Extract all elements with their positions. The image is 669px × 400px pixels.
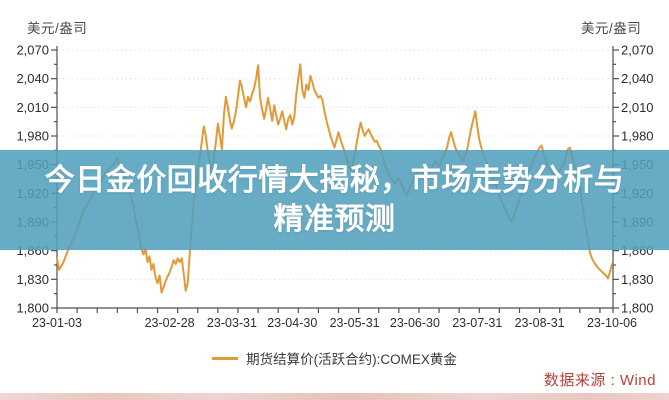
svg-text:2,070: 2,070 [621,43,654,58]
svg-text:23-05-31: 23-05-31 [330,316,380,330]
headline-line-2: 精准预测 [273,203,396,236]
svg-text:1,800: 1,800 [621,301,654,316]
svg-text:1,830: 1,830 [16,272,49,287]
svg-text:2,010: 2,010 [16,100,49,115]
svg-text:23-01-03: 23-01-03 [32,316,82,330]
svg-text:2,040: 2,040 [621,71,654,86]
svg-text:1,800: 1,800 [16,301,49,316]
headline-banner: 今日金价回收行情大揭秘，市场走势分析与 精准预测 [0,150,669,250]
svg-text:23-04-30: 23-04-30 [267,316,317,330]
y-axis-unit-right: 美元/盎司 [581,21,642,36]
svg-text:23-07-31: 23-07-31 [452,316,502,330]
svg-text:1,980: 1,980 [16,129,49,144]
chart-legend: 期货结算价(活跃合约):COMEX黄金 [0,348,669,368]
svg-text:23-10-06: 23-10-06 [587,316,637,330]
headline-line-1: 今日金价回收行情大揭秘，市场走势分析与 [44,164,625,197]
svg-text:1,830: 1,830 [621,272,654,287]
svg-text:23-06-30: 23-06-30 [390,316,440,330]
y-axis-unit-left: 美元/盎司 [27,21,88,36]
data-source-credit: 数据来源 : Wind [543,372,656,389]
x-axis-ticks: 23-01-03 23-02-28 23-03-31 23-04-30 23-05-31… [32,308,637,330]
svg-text:23-02-28: 23-02-28 [145,316,195,330]
legend-line-swatch [212,356,239,360]
legend-series-label: 期货结算价(活跃合约):COMEX黄金 [246,352,457,367]
svg-text:2,010: 2,010 [621,100,654,115]
svg-text:23-03-31: 23-03-31 [207,316,257,330]
svg-text:1,980: 1,980 [621,129,654,144]
svg-text:23-08-31: 23-08-31 [515,316,565,330]
svg-text:2,040: 2,040 [16,71,49,86]
svg-text:2,070: 2,070 [16,43,49,58]
bottom-decorative-strip [0,393,669,400]
